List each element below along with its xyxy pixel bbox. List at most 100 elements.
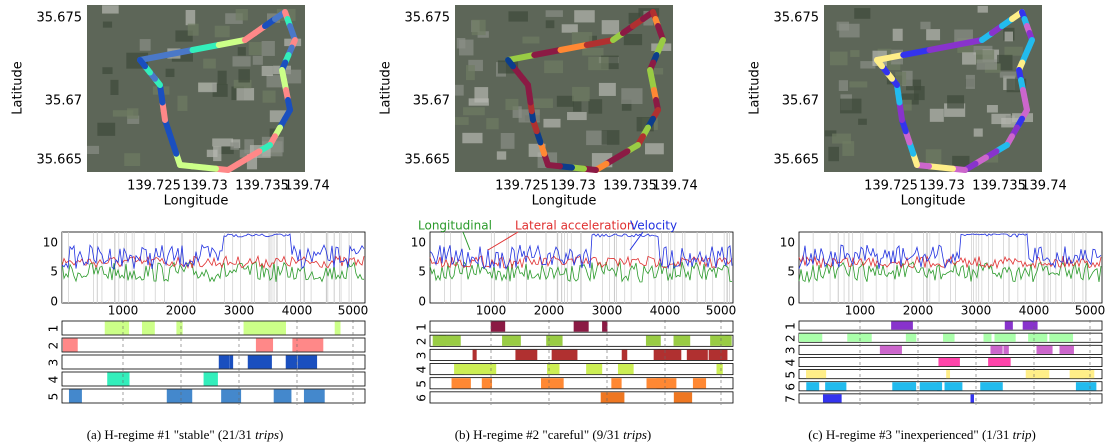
regime-block <box>547 364 560 375</box>
regime-block <box>602 321 608 332</box>
map-block <box>235 8 248 21</box>
map-block <box>902 99 912 111</box>
map-y-tick-label: 35.67 <box>782 94 819 109</box>
regime-block <box>432 335 446 346</box>
regime-block <box>297 355 318 369</box>
regime-block <box>502 335 521 346</box>
map-block <box>929 108 944 122</box>
map-block <box>828 146 840 162</box>
signal-line <box>798 233 1102 269</box>
map-x-tick-label: 139.725 <box>495 179 549 194</box>
route-segment <box>557 42 590 53</box>
regime-block <box>1028 333 1048 342</box>
route-segment <box>900 47 933 58</box>
map-block <box>997 54 1013 71</box>
signal-line <box>798 254 1102 270</box>
map-x-tick-label: 139.735 <box>972 179 1026 194</box>
map-block <box>545 20 555 29</box>
regime-block <box>686 349 708 360</box>
map-block <box>947 95 965 109</box>
regime-label: 3 <box>415 352 429 360</box>
map-block <box>233 79 252 89</box>
regime-block <box>439 335 461 346</box>
annotation-arrow <box>629 231 644 251</box>
ts-y-tick-label: 5 <box>50 265 58 279</box>
regime-block <box>218 355 230 369</box>
map-block <box>925 149 942 166</box>
regime-block <box>938 357 960 367</box>
map-block <box>999 71 1017 78</box>
ts-x-tick-label: 3000 <box>961 304 992 318</box>
signal-line <box>61 233 365 270</box>
regime-block <box>62 338 78 352</box>
annotation-arrow <box>487 231 519 251</box>
map-y-tick-label: 35.665 <box>37 153 83 168</box>
regime-block <box>104 321 130 335</box>
map-block <box>500 132 515 149</box>
map-y-tick-label: 35.675 <box>405 11 451 26</box>
ts-x-tick-label: 5000 <box>1075 304 1106 318</box>
regime-block <box>255 338 274 352</box>
map-y-tick-label: 35.675 <box>37 11 83 26</box>
caption: (c) H-regime #3 "inexperienced" (1/31 tr… <box>808 427 1036 442</box>
route-segment <box>505 57 516 70</box>
map-block <box>127 108 139 119</box>
signal-line <box>61 254 365 269</box>
regime-block <box>273 389 292 403</box>
map-block <box>983 154 999 163</box>
map-block <box>913 86 925 101</box>
regime-label: 3 <box>47 359 61 367</box>
panel: 35.675 35.67 35.665 139.725 139.73 139.735139… <box>379 5 736 442</box>
regime-row <box>798 344 1103 355</box>
regime-row <box>429 334 734 347</box>
map-block <box>838 80 849 91</box>
map-block <box>574 10 595 23</box>
regime-block <box>994 333 1016 342</box>
regime-block <box>166 389 190 403</box>
map-block <box>920 21 931 30</box>
regime-block <box>285 355 298 369</box>
annotation: Longitudinal <box>418 219 492 233</box>
regime-label: 6 <box>415 394 429 402</box>
ts-x-tick-label: 3000 <box>592 304 623 318</box>
map-block <box>588 35 597 43</box>
regime-block <box>673 335 691 346</box>
map-block <box>212 138 234 147</box>
regime-block <box>141 321 155 335</box>
route-segment <box>926 42 959 53</box>
map-block <box>232 56 251 67</box>
map-block <box>522 36 540 44</box>
map-block <box>628 12 641 24</box>
regime-row <box>429 391 734 404</box>
map-block <box>832 133 851 144</box>
ts-y-tick-label: 5 <box>787 265 795 279</box>
map-block <box>645 143 664 155</box>
regime-block <box>1004 321 1013 330</box>
annotation: Lateral acceleration <box>515 219 634 233</box>
ts-x-tick-label: 4000 <box>282 304 313 318</box>
map-x-tick-label: 139.735 <box>235 179 289 194</box>
map-y-tick-label: 35.67 <box>413 94 450 109</box>
signal-line <box>798 261 1102 284</box>
regime-block <box>879 345 902 354</box>
map-block <box>505 98 519 111</box>
map-block <box>218 146 234 155</box>
regime-block <box>940 357 947 367</box>
map-block <box>230 142 239 150</box>
ts-x-tick-label: 3000 <box>224 304 255 318</box>
regime-block <box>663 378 677 389</box>
regime-block <box>657 349 682 360</box>
map-block <box>976 59 997 70</box>
map-block <box>468 59 483 72</box>
map-block <box>839 23 860 38</box>
map-block <box>97 122 116 136</box>
map-block <box>206 149 218 158</box>
map-block <box>474 87 489 103</box>
regime-block <box>590 364 603 375</box>
map-block <box>965 74 975 89</box>
map-block <box>261 65 273 76</box>
ts-y-tick-label: 0 <box>50 295 58 309</box>
caption-part: ) <box>647 427 651 442</box>
ts-x-tick-label: 5000 <box>338 304 369 318</box>
